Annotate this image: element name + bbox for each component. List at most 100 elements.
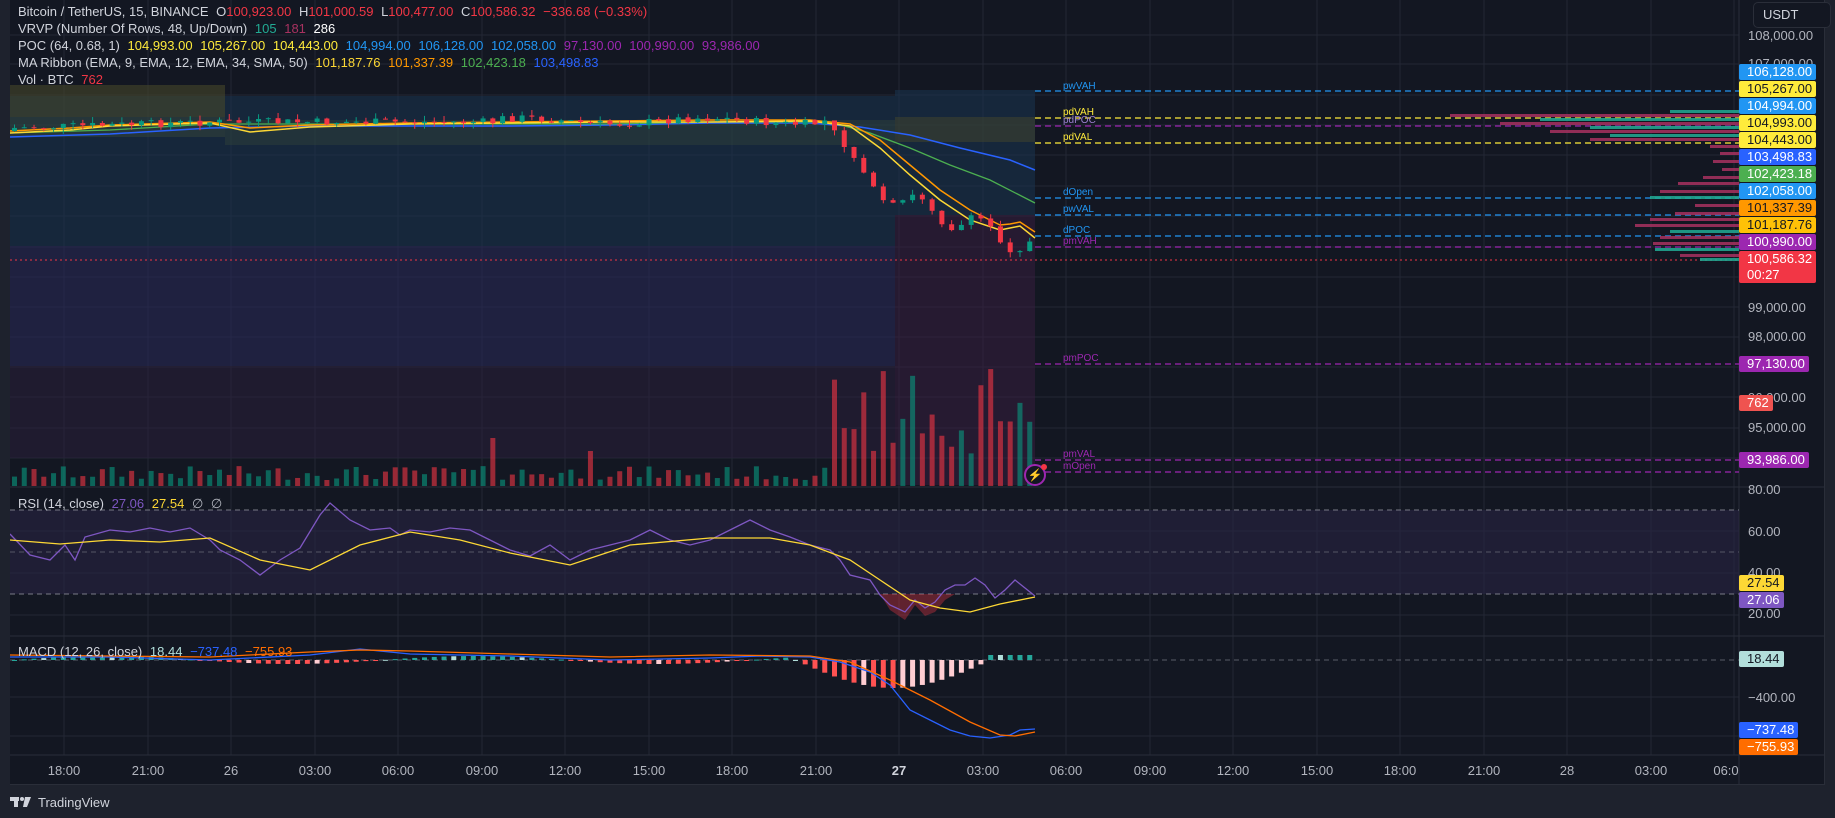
- poc-value: 102,058.00: [491, 38, 557, 53]
- price-tag: 105,267.00: [1739, 81, 1817, 97]
- vrvp-label[interactable]: VRVP (Number Of Rows, 48, Up/Down): [18, 21, 248, 36]
- ohlc-high: H101,000.59: [298, 4, 374, 19]
- lightning-alert-icon[interactable]: ⚡: [1024, 464, 1046, 486]
- macd-signal-tag: −755.93: [1739, 739, 1799, 755]
- time-axis-label: 21:00: [1467, 763, 1501, 778]
- price-axis-label: 99,000.00: [1748, 300, 1806, 315]
- poc-legend[interactable]: POC (64, 0.68, 1) 104,993.00 105,267.00 …: [18, 38, 764, 54]
- poc-value: 105,267.00: [200, 38, 266, 53]
- rsi-axis-label: 60.00: [1748, 524, 1781, 539]
- time-axis-label: 03:00: [1634, 763, 1668, 778]
- poc-value: 104,994.00: [345, 38, 411, 53]
- volume-legend[interactable]: Vol · BTC 762: [18, 72, 107, 88]
- time-axis-label: 09:00: [465, 763, 499, 778]
- level-label-pdval: pdVAL: [1063, 132, 1093, 143]
- poc-value: 97,130.00: [563, 38, 622, 53]
- price-tag: 101,187.76: [1739, 217, 1817, 233]
- vrvp-down: 181: [284, 21, 306, 36]
- price-tag: 103,498.83: [1739, 149, 1817, 165]
- time-axis-label: 06:00: [1049, 763, 1083, 778]
- ohlc-close: C100,586.32: [461, 4, 536, 19]
- rsi-extra-1: ∅: [191, 496, 204, 511]
- last-price-value: 100,586.32: [1747, 251, 1813, 266]
- price-tag: 106,128.00: [1739, 64, 1817, 80]
- level-label-pdpoc: pdPOC: [1063, 115, 1096, 126]
- price-tag: 104,993.00: [1739, 115, 1817, 131]
- time-axis-label: 09:00: [1133, 763, 1167, 778]
- time-axis-label: 03:00: [966, 763, 1000, 778]
- level-label-pmvah: pmVAH: [1063, 236, 1097, 247]
- pmval-price-tag: 93,986.00: [1739, 452, 1809, 468]
- rsi-axis-label: 80.00: [1748, 482, 1781, 497]
- rsi-label[interactable]: RSI (14, close): [18, 496, 104, 511]
- macd-signal-value: −755.93: [245, 644, 293, 659]
- ma-ribbon-legend[interactable]: MA Ribbon (EMA, 9, EMA, 12, EMA, 34, SMA…: [18, 55, 603, 71]
- poc-value: 100,990.00: [629, 38, 695, 53]
- macd-legend[interactable]: MACD (12, 26, close) 18.44 −737.48 −755.…: [18, 644, 296, 660]
- symbol-title[interactable]: Bitcoin / TetherUS, 15, BINANCE: [18, 4, 209, 19]
- price-axis-label: 98,000.00: [1748, 329, 1806, 344]
- level-label-mopen: mOpen: [1063, 461, 1096, 472]
- time-axis-label: 21:00: [799, 763, 833, 778]
- level-label-pmval: pmVAL: [1063, 449, 1096, 460]
- price-tag: 104,994.00: [1739, 98, 1817, 114]
- ma-value: 101,337.39: [388, 55, 454, 70]
- ohlc-change: −336.68 (−0.33%): [543, 4, 648, 19]
- time-axis-label: 21:00: [131, 763, 165, 778]
- vrvp-legend[interactable]: VRVP (Number Of Rows, 48, Up/Down) 105 1…: [18, 21, 339, 37]
- volume-value: 762: [81, 72, 103, 87]
- ma-ribbon-label[interactable]: MA Ribbon (EMA, 9, EMA, 12, EMA, 34, SMA…: [18, 55, 308, 70]
- poc-value: 93,986.00: [701, 38, 760, 53]
- level-label-pdvah: pdVAH: [1063, 107, 1094, 118]
- alert-dot-icon: [1041, 464, 1047, 470]
- last-price-tag: 100,586.32 00:27: [1739, 251, 1817, 283]
- price-tag: 102,058.00: [1739, 183, 1817, 199]
- symbol-legend[interactable]: Bitcoin / TetherUS, 15, BINANCE O100,923…: [18, 4, 651, 20]
- chart-area[interactable]: Bitcoin / TetherUS, 15, BINANCE O100,923…: [10, 0, 1831, 785]
- time-axis-label: 12:00: [1216, 763, 1250, 778]
- time-axis-label: 27: [891, 763, 907, 778]
- vrvp-total: 286: [313, 21, 336, 36]
- poc-value: 104,993.00: [127, 38, 193, 53]
- macd-label[interactable]: MACD (12, 26, close): [18, 644, 143, 659]
- ma-value: 101,187.76: [315, 55, 381, 70]
- price-axis-label: 95,000.00: [1748, 420, 1806, 435]
- time-axis-label: 06:0: [1713, 763, 1739, 778]
- time-axis-label: 15:00: [632, 763, 666, 778]
- price-tag: 100,990.00: [1739, 234, 1817, 250]
- rsi-value: 27.06: [111, 496, 145, 511]
- time-axis-label: 06:00: [381, 763, 415, 778]
- time-axis-label: 18:00: [715, 763, 749, 778]
- time-axis-label: 12:00: [548, 763, 582, 778]
- bar-countdown: 00:27: [1747, 267, 1780, 282]
- rsi-axis-label: 20.00: [1748, 606, 1781, 621]
- poc-label[interactable]: POC (64, 0.68, 1): [18, 38, 120, 53]
- macd-hist-tag: 18.44: [1739, 651, 1784, 667]
- level-label-pwvah: pwVAH: [1063, 81, 1096, 92]
- chart-canvas[interactable]: [10, 0, 1825, 785]
- pmpoc-price-tag: 97,130.00: [1739, 356, 1809, 372]
- tradingview-footer[interactable]: TradingView: [10, 790, 110, 814]
- poc-value: 106,128.00: [418, 38, 484, 53]
- macd-line-tag: −737.48: [1739, 722, 1799, 738]
- tradingview-brand[interactable]: TradingView: [38, 794, 110, 810]
- ma-value: 103,498.83: [533, 55, 599, 70]
- time-axis-label: 28: [1559, 763, 1575, 778]
- price-tag: 102,423.18: [1739, 166, 1817, 182]
- tradingview-logo-icon: [10, 797, 31, 807]
- time-axis-label: 15:00: [1300, 763, 1334, 778]
- rsi-legend[interactable]: RSI (14, close) 27.06 27.54 ∅ ∅: [18, 496, 226, 512]
- level-label-dopen: dOpen: [1063, 187, 1094, 198]
- currency-button[interactable]: USDT: [1753, 2, 1831, 28]
- time-axis-label: 18:00: [1383, 763, 1417, 778]
- level-label-pmpoc: pmPOC: [1063, 353, 1099, 364]
- rsi-ma-tag: 27.54: [1739, 575, 1784, 591]
- rsi-extra-2: ∅: [210, 496, 223, 511]
- volume-label[interactable]: Vol · BTC: [18, 72, 74, 87]
- ma-value: 102,423.18: [460, 55, 526, 70]
- time-axis-label: 26: [223, 763, 239, 778]
- price-tag: 101,337.39: [1739, 200, 1817, 216]
- rsi-value-tag: 27.06: [1739, 592, 1784, 608]
- ohlc-open: O100,923.00: [216, 4, 292, 19]
